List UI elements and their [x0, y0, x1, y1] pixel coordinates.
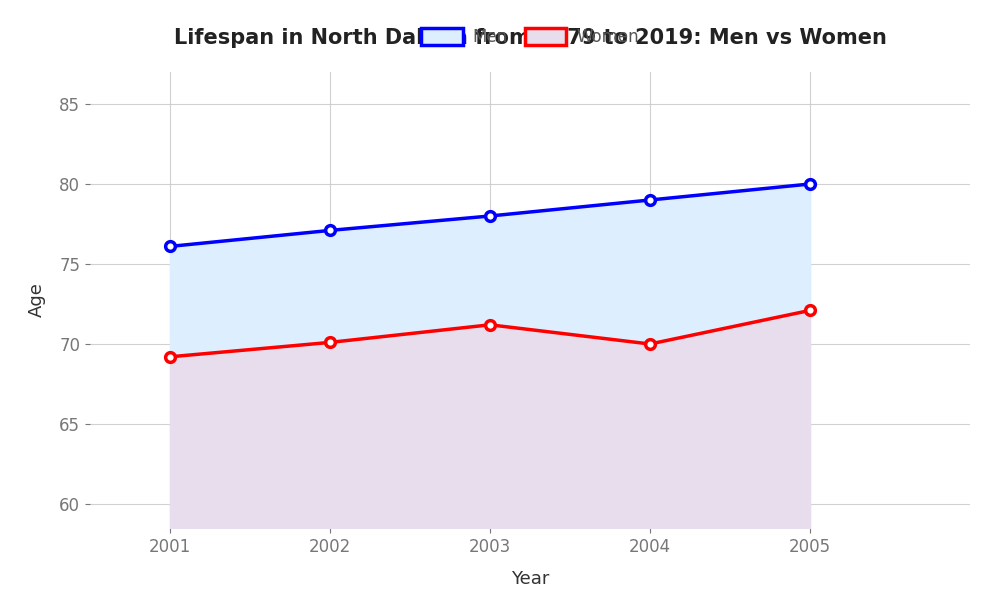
Title: Lifespan in North Dakota from 1979 to 2019: Men vs Women: Lifespan in North Dakota from 1979 to 20… — [174, 28, 886, 48]
X-axis label: Year: Year — [511, 569, 549, 587]
Legend: Men, Women: Men, Women — [414, 21, 646, 53]
Y-axis label: Age: Age — [27, 283, 45, 317]
